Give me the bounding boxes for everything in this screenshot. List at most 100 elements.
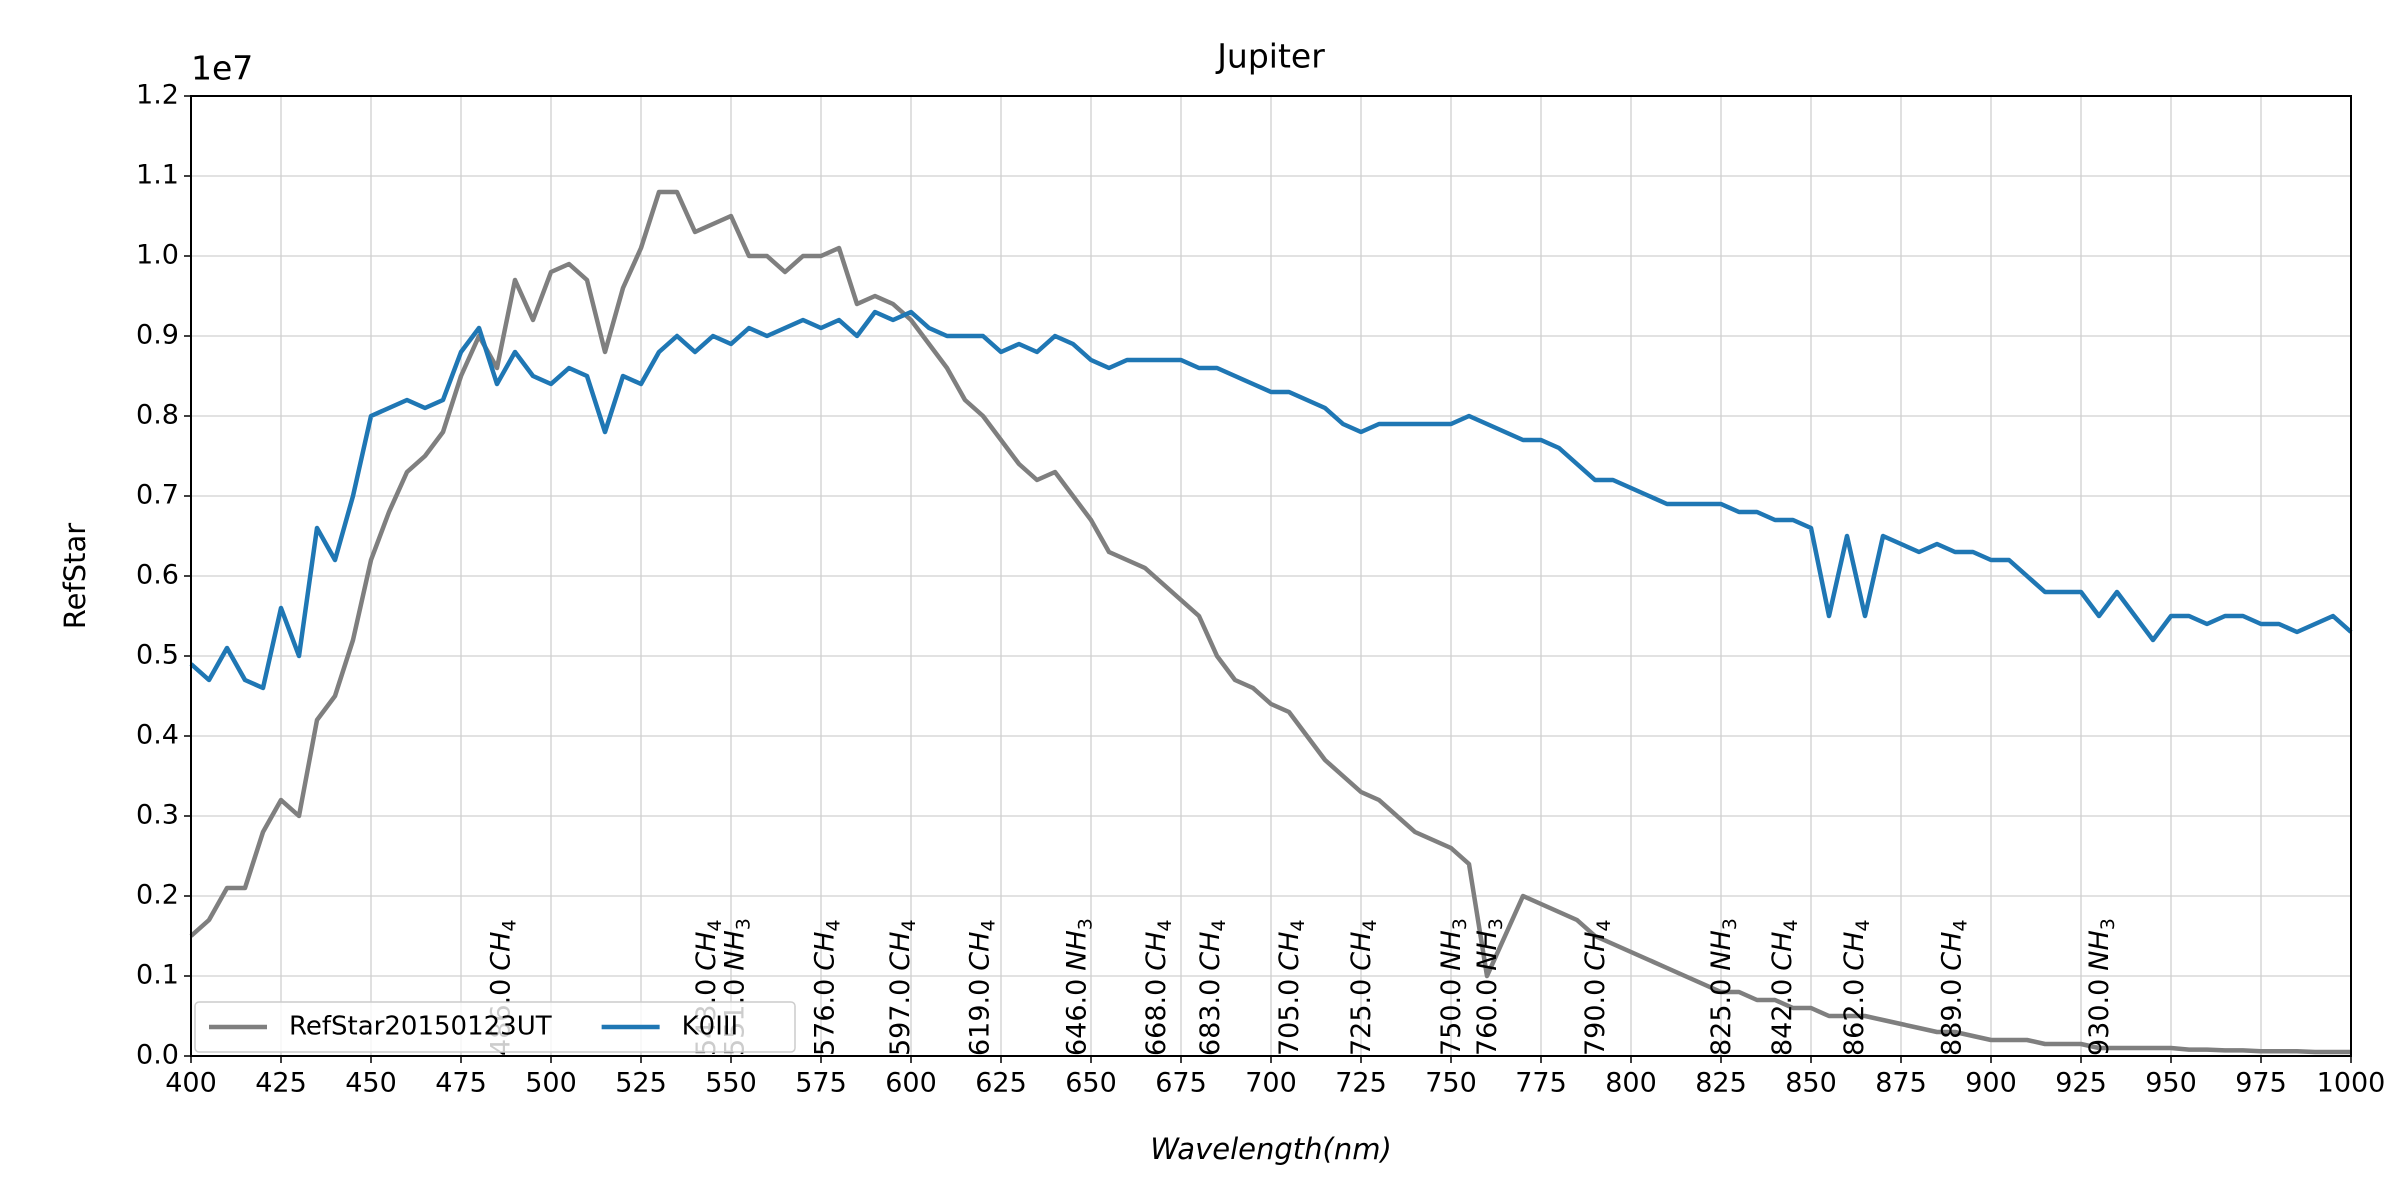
annotation-wavelength: 646.0 [1062, 979, 1093, 1056]
annotation-gas: NH [1472, 930, 1503, 971]
annotation-subscript: 4 [1154, 919, 1176, 931]
y-axis-label: RefStar [58, 523, 92, 629]
annotation-wavelength: 760.0 [1472, 979, 1503, 1056]
annotation-subscript: 3 [2097, 918, 2119, 930]
x-tick-label: 825 [1695, 1068, 1747, 1099]
annotation-gas: CH [1580, 932, 1611, 971]
annotation-wavelength: 842.0 [1767, 979, 1798, 1056]
y-tick-label: 0.7 [136, 480, 179, 511]
annotation-wavelength: 683.0 [1195, 979, 1226, 1056]
annotation-subscript: 4 [1208, 919, 1230, 931]
legend-label: RefStar20150123UT [289, 1012, 552, 1042]
x-tick-label: 800 [1605, 1068, 1657, 1099]
annotation-wavelength: 725.0 [1346, 979, 1377, 1056]
annotation-gas: CH [810, 932, 841, 971]
annotation-wavelength: 889.0 [1936, 979, 1967, 1056]
series-line [189, 309, 2353, 691]
annotation-subscript: 3 [1075, 918, 1097, 930]
annotation: 930.0 NH3 [2084, 918, 2119, 1056]
annotation-gas: CH [885, 932, 916, 971]
y-tick-label: 0.6 [136, 560, 179, 591]
y-tick-label: 0.8 [136, 400, 179, 431]
annotation: 862.0 CH4 [1839, 919, 1874, 1056]
annotation-gas: CH [486, 932, 517, 971]
x-tick-label: 550 [705, 1068, 757, 1099]
y-tick-label: 0.0 [136, 1040, 179, 1071]
annotation-subscript: 4 [1593, 919, 1615, 931]
x-tick-label: 675 [1155, 1068, 1207, 1099]
y-tick-label: 0.1 [136, 960, 179, 991]
x-tick-label: 450 [345, 1068, 397, 1099]
x-tick-label: 725 [1335, 1068, 1387, 1099]
annotation-wavelength: 668.0 [1141, 979, 1172, 1056]
y-tick-label: 0.2 [136, 880, 179, 911]
annotation-wavelength: 619.0 [964, 979, 995, 1056]
y-tick-label: 0.9 [136, 320, 179, 351]
x-tick-label: 775 [1515, 1068, 1567, 1099]
x-tick-label: 525 [615, 1068, 667, 1099]
annotation-gas: CH [1141, 932, 1172, 971]
legend-frame [194, 1001, 796, 1053]
annotation: 889.0 CH4 [1936, 919, 1971, 1056]
x-tick-label: 975 [2235, 1068, 2287, 1099]
annotation-subscript: 4 [499, 919, 521, 931]
annotation-subscript: 4 [1949, 919, 1971, 931]
annotation-gas: CH [1839, 932, 1870, 971]
legend-label: K0III [682, 1012, 739, 1042]
annotation-subscript: 4 [823, 919, 845, 931]
annotation: 683.0 CH4 [1195, 919, 1230, 1056]
plot-frame [190, 95, 2352, 1057]
annotation-gas: CH [1936, 932, 1967, 971]
x-tick-label: 600 [885, 1068, 937, 1099]
annotation-gas: NH [1062, 930, 1093, 971]
annotation-subscript: 4 [1287, 919, 1309, 931]
annotation-subscript: 3 [733, 918, 755, 930]
x-tick-label: 400 [165, 1068, 217, 1099]
annotation: 705.0 CH4 [1274, 919, 1309, 1056]
x-tick-label: 875 [1875, 1068, 1927, 1099]
x-axis-label: Wavelength(nm) [1150, 1132, 1392, 1166]
y-tick-label: 1.1 [136, 160, 179, 191]
x-tick-label: 625 [975, 1068, 1027, 1099]
annotation-subscript: 3 [1449, 918, 1471, 930]
x-tick-label: 850 [1785, 1068, 1837, 1099]
annotation-gas: CH [691, 932, 722, 971]
annotation-subscript: 4 [1780, 919, 1802, 931]
annotation: 646.0 NH3 [1062, 918, 1097, 1056]
annotation-gas: NH [1436, 930, 1467, 971]
annotation-subscript: 4 [1359, 919, 1381, 931]
x-tick-label: 900 [1965, 1068, 2017, 1099]
y-tick-label: 0.5 [136, 640, 179, 671]
annotation-wavelength: 930.0 [2084, 979, 2115, 1056]
annotation-gas: CH [964, 932, 995, 971]
annotation: 760.0 NH3 [1472, 918, 1507, 1056]
annotation: 842.0 CH4 [1767, 919, 1802, 1056]
annotation-subscript: 4 [1852, 919, 1874, 931]
annotation-wavelength: 750.0 [1436, 979, 1467, 1056]
x-tick-label: 700 [1245, 1068, 1297, 1099]
x-tick-label: 950 [2145, 1068, 2197, 1099]
annotation: 825.0 NH3 [1706, 918, 1741, 1056]
annotation-gas: NH [2084, 930, 2115, 971]
x-tick-label: 1000 [2317, 1068, 2386, 1099]
annotation: 597.0 CH4 [885, 919, 920, 1056]
annotation-wavelength: 705.0 [1274, 979, 1305, 1056]
x-tick-label: 575 [795, 1068, 847, 1099]
annotation: 619.0 CH4 [964, 919, 999, 1056]
annotation-gas: CH [1346, 932, 1377, 971]
annotation-subscript: 3 [1719, 918, 1741, 930]
annotation-subscript: 4 [704, 919, 726, 931]
x-tick-label: 925 [2055, 1068, 2107, 1099]
x-tick-label: 500 [525, 1068, 577, 1099]
annotation-subscript: 4 [898, 919, 920, 931]
series-line [189, 189, 2351, 1055]
y-tick-label: 0.3 [136, 800, 179, 831]
chart-title: Jupiter [1215, 37, 1325, 76]
annotation-wavelength: 862.0 [1839, 979, 1870, 1056]
y-tick-label: 0.4 [136, 720, 179, 751]
annotation-wavelength: 597.0 [885, 979, 916, 1056]
annotation-subscript: 4 [977, 919, 999, 931]
x-tick-label: 750 [1425, 1068, 1477, 1099]
